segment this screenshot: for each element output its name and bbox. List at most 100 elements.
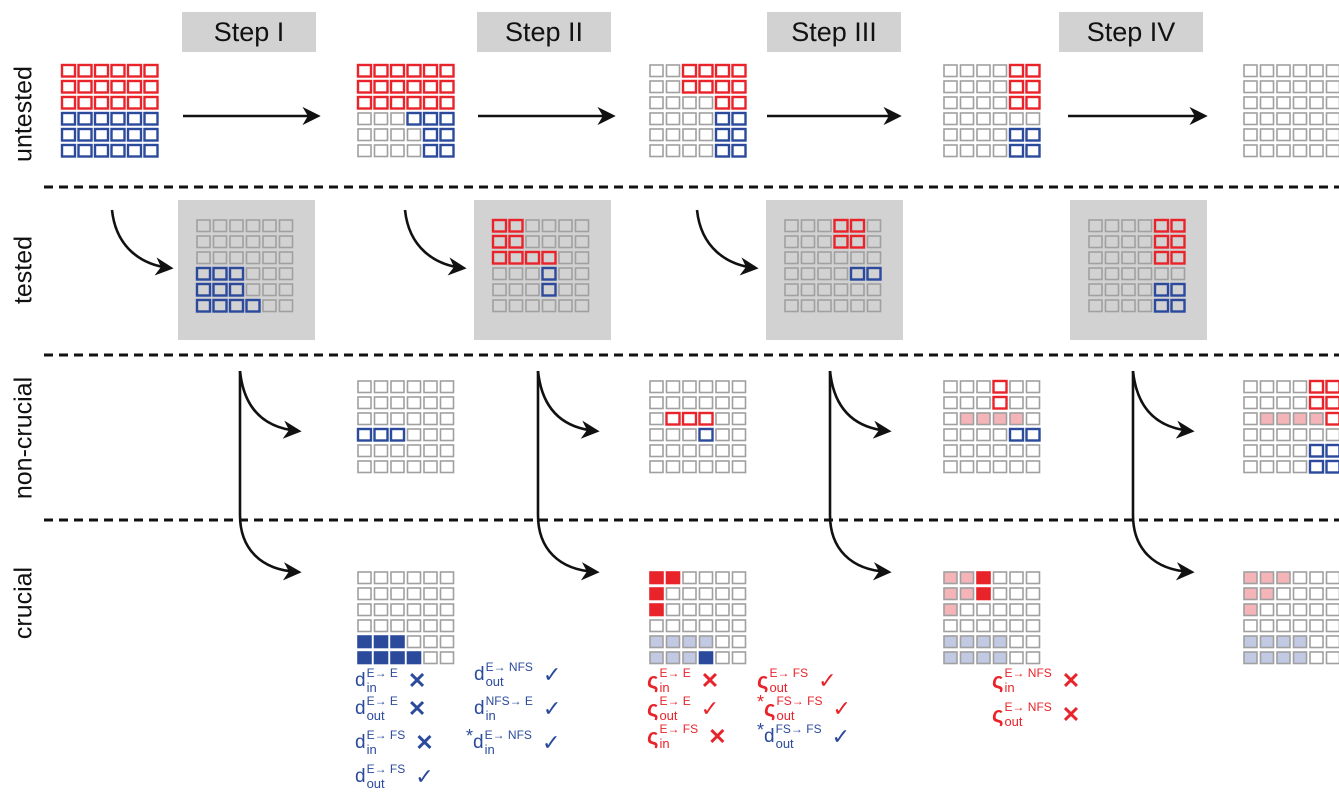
grid-cell bbox=[715, 587, 730, 601]
grid-cell bbox=[731, 460, 747, 474]
grid-cell bbox=[1137, 235, 1153, 249]
grid-cell bbox=[976, 380, 991, 394]
branch-arrow-noncrucial-3 bbox=[828, 370, 892, 439]
grid-cell bbox=[698, 380, 714, 394]
grid-cell bbox=[976, 412, 991, 426]
grid-cell bbox=[212, 235, 228, 249]
grid-cell bbox=[492, 283, 507, 297]
grid-cell bbox=[976, 619, 991, 633]
grid-cell bbox=[715, 619, 730, 633]
grid-cell bbox=[1309, 128, 1324, 142]
grid-cell bbox=[423, 571, 438, 585]
grid-cell bbox=[715, 651, 730, 665]
grid-cell bbox=[1292, 587, 1308, 601]
row-label-crucial: crucial bbox=[9, 566, 38, 640]
grid-cell bbox=[406, 396, 422, 410]
check-icon: ✓ bbox=[831, 724, 851, 749]
equation-scripts: FS→ FS out bbox=[776, 723, 822, 750]
grid-cell bbox=[698, 603, 714, 617]
check-icon: ✓ bbox=[832, 696, 851, 721]
grid-cell bbox=[525, 283, 540, 297]
grid-cell bbox=[77, 63, 93, 78]
grid-cell bbox=[976, 460, 991, 474]
grid-cell bbox=[195, 298, 212, 313]
grid-cell bbox=[698, 96, 714, 110]
grid-cell bbox=[1309, 144, 1324, 158]
curved-arrow-to-tested-3 bbox=[695, 209, 759, 276]
grid-cell bbox=[1292, 144, 1308, 158]
grid-cell bbox=[1259, 144, 1275, 158]
grid-cell bbox=[1276, 128, 1291, 142]
grid-cell bbox=[1309, 80, 1324, 94]
grid-cell bbox=[817, 251, 832, 265]
grid-cell bbox=[541, 266, 557, 281]
equation-base: ς bbox=[992, 668, 1004, 693]
grid-cell bbox=[959, 80, 975, 94]
grid-cell bbox=[212, 219, 228, 233]
grid-cell bbox=[1259, 651, 1275, 665]
grid-cell bbox=[665, 460, 681, 474]
grid-cell bbox=[439, 571, 455, 585]
equation-base: d bbox=[764, 726, 775, 747]
grid-cell bbox=[262, 299, 277, 313]
grid-cell bbox=[682, 128, 697, 142]
grid-cell bbox=[992, 635, 1008, 649]
check-icon: ✓ bbox=[415, 764, 434, 789]
grid-cell bbox=[1325, 571, 1339, 585]
grid-cell bbox=[649, 80, 664, 94]
grid-cell bbox=[714, 63, 731, 78]
grid-cell bbox=[357, 396, 372, 410]
grid-cell bbox=[1008, 79, 1025, 94]
grid-cell bbox=[1243, 460, 1258, 474]
grid-cell bbox=[390, 412, 405, 426]
grid-cell bbox=[943, 651, 958, 665]
grid-cell bbox=[245, 235, 261, 249]
grid-cell bbox=[558, 251, 573, 265]
grid-cell bbox=[715, 412, 730, 426]
grid-cell bbox=[731, 651, 747, 665]
grid-cell bbox=[439, 79, 455, 94]
grid-cell bbox=[976, 64, 991, 78]
grid-cell bbox=[1008, 427, 1025, 442]
grid-cell bbox=[508, 250, 524, 265]
grid-cell bbox=[390, 571, 405, 585]
grid-cell bbox=[278, 283, 294, 297]
grid-cell bbox=[60, 95, 77, 110]
grid-cell bbox=[1259, 587, 1275, 601]
grid-cell bbox=[1088, 235, 1103, 249]
grid-cell bbox=[357, 587, 372, 601]
grid-cell bbox=[992, 603, 1008, 617]
grid-cell bbox=[1088, 299, 1103, 313]
equation-base: ς bbox=[764, 696, 776, 721]
grid-cell bbox=[229, 251, 244, 265]
grid-cell bbox=[715, 460, 730, 474]
grid-cell bbox=[508, 283, 524, 297]
grid-cell bbox=[1088, 251, 1103, 265]
grid-cell bbox=[574, 219, 590, 233]
equation-term: ς E→ FS in ✕ bbox=[647, 723, 727, 750]
equation-term: d E→ FS in ✕ bbox=[355, 729, 434, 756]
grid-cell bbox=[406, 444, 422, 458]
grid-cell bbox=[373, 79, 389, 94]
grid-cell bbox=[439, 111, 455, 126]
grid-cell bbox=[406, 587, 422, 601]
grid-cell bbox=[1292, 80, 1308, 94]
grid-cell bbox=[60, 111, 77, 126]
grid-cell bbox=[731, 412, 747, 426]
grid-cell bbox=[665, 411, 681, 426]
grid-cell bbox=[849, 266, 866, 281]
grid-cell bbox=[1309, 571, 1324, 585]
cross-icon: ✕ bbox=[1061, 702, 1081, 727]
grid-cell bbox=[1276, 603, 1291, 617]
grid-cell bbox=[800, 251, 816, 265]
grid-cell bbox=[698, 411, 714, 426]
equation-term: * ς FS→ FS out ✓ bbox=[757, 692, 851, 722]
equation-subscript: in bbox=[659, 680, 670, 695]
grid-cell bbox=[1276, 80, 1291, 94]
grid-cell bbox=[1243, 144, 1258, 158]
grid-cell bbox=[1104, 219, 1120, 233]
grid-cell bbox=[262, 283, 277, 297]
